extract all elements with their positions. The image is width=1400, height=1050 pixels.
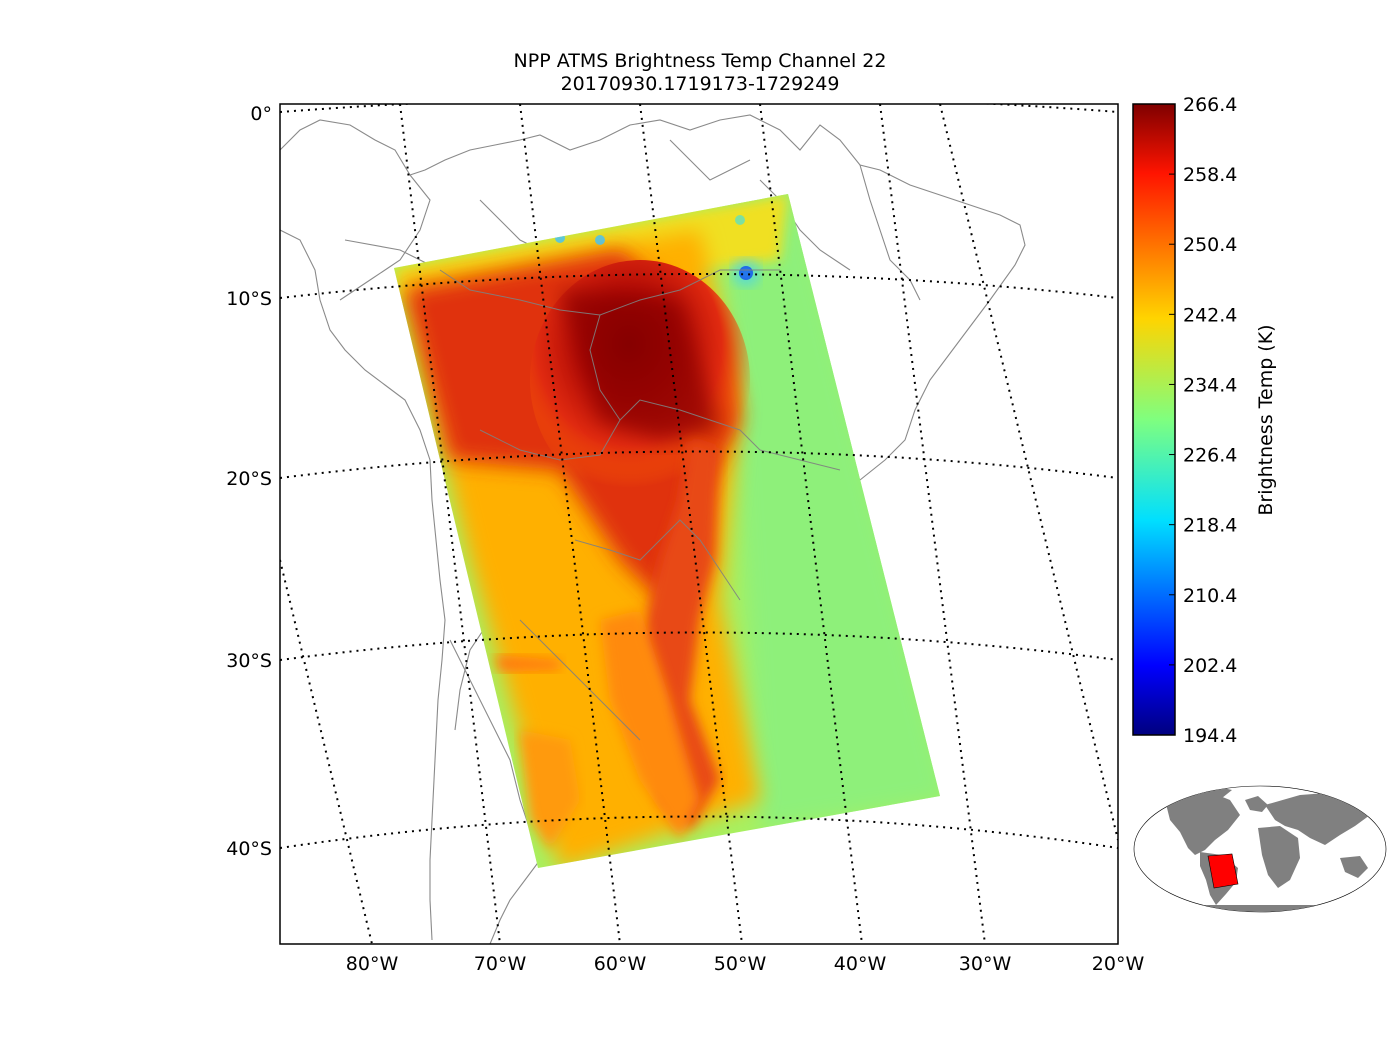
map-frame [279, 103, 1119, 945]
latitude-labels: 0° 10°S 20°S 30°S 40°S [226, 103, 272, 860]
colorbar-tick-label: 194.4 [1183, 725, 1237, 747]
lat-label-20s: 20°S [226, 468, 272, 490]
longitude-labels: 80°W 70°W 60°W 50°W 40°W 30°W 20°W [346, 953, 1145, 975]
lon-label-80w: 80°W [346, 953, 399, 975]
colorbar-tick-label: 242.4 [1183, 304, 1237, 326]
colorbar-tick-label: 234.4 [1183, 374, 1237, 396]
title-line1: NPP ATMS Brightness Temp Channel 22 [513, 50, 887, 72]
colorbar-tick-label: 266.4 [1183, 94, 1237, 116]
colorbar-tick-label: 218.4 [1183, 515, 1237, 537]
colorbar-label: Brightness Temp (K) [1255, 324, 1277, 515]
lon-label-50w: 50°W [714, 953, 767, 975]
colorbar: 266.4 258.4 250.4 242.4 234.4 226.4 218.4 210.4… [1132, 94, 1277, 747]
colorbar-tick-label: 202.4 [1183, 655, 1237, 677]
inset-globe [1133, 785, 1387, 913]
colorbar-tick-label: 210.4 [1183, 585, 1237, 607]
lon-label-60w: 60°W [594, 953, 647, 975]
lon-label-20w: 20°W [1092, 953, 1145, 975]
chart-title: NPP ATMS Brightness Temp Channel 22 2017… [280, 50, 1120, 96]
lat-label-10s: 10°S [226, 288, 272, 310]
colorbar-tick-label: 226.4 [1183, 445, 1237, 467]
swath-borders [439, 269, 841, 741]
colorbar-tick-label: 258.4 [1183, 164, 1237, 186]
lat-label-0: 0° [250, 103, 272, 125]
lon-label-40w: 40°W [834, 953, 887, 975]
inset-swath-highlight [1207, 853, 1239, 889]
colorbar-tick-label: 250.4 [1183, 234, 1237, 256]
lat-label-30s: 30°S [226, 650, 272, 672]
brightness-swath [394, 194, 940, 868]
title-line2: 20170930.1719173-1729249 [560, 73, 840, 95]
colorbar-gradient [1132, 103, 1176, 736]
colorbar-ticks: 266.4 258.4 250.4 242.4 234.4 226.4 218.4 210.4… [1169, 94, 1237, 747]
lon-label-30w: 30°W [959, 953, 1012, 975]
lon-label-70w: 70°W [474, 953, 527, 975]
lat-label-40s: 40°S [226, 838, 272, 860]
